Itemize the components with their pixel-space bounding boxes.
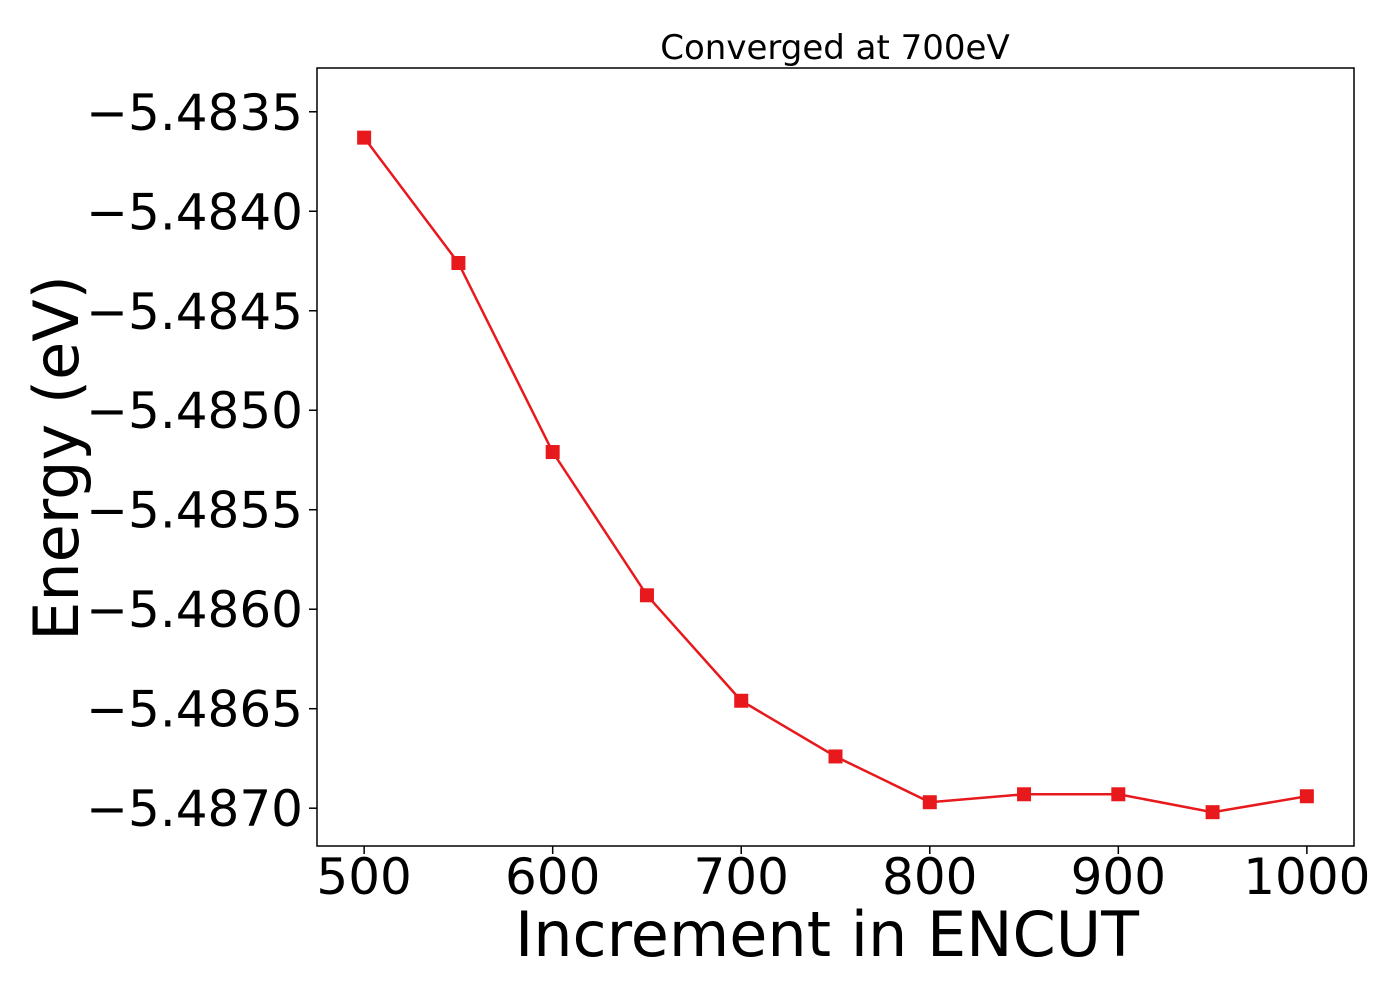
y-tick-label: −5.4835 xyxy=(86,84,303,142)
y-tick-label: −5.4845 xyxy=(86,283,303,341)
data-point xyxy=(1111,787,1126,802)
data-point xyxy=(1017,787,1032,802)
x-tick-label: 500 xyxy=(316,848,411,906)
x-tick-label: 900 xyxy=(1071,848,1166,906)
data-point xyxy=(357,130,372,145)
series-layer xyxy=(357,130,1314,820)
data-point xyxy=(545,445,560,460)
data-point xyxy=(1299,789,1314,804)
data-point xyxy=(639,588,654,603)
x-axis: 500 600 700 800 900 1000 xyxy=(316,846,1370,906)
data-point xyxy=(734,693,749,708)
data-point xyxy=(451,255,466,270)
y-tick-label: −5.4855 xyxy=(86,482,303,540)
plot-area xyxy=(316,67,1355,847)
y-tick-label: −5.4850 xyxy=(86,382,303,440)
y-axis: −5.4835 −5.4840 −5.4845 −5.4850 −5.4855 −5.48… xyxy=(86,84,317,838)
data-point xyxy=(1205,805,1220,820)
x-tick-label: 1000 xyxy=(1243,848,1370,906)
x-tick-label: 700 xyxy=(694,848,789,906)
chart-title: Converged at 700eV xyxy=(660,28,1009,68)
data-point xyxy=(922,795,937,810)
x-axis-label: Increment in ENCUT xyxy=(515,898,1140,971)
x-tick-label: 800 xyxy=(882,848,977,906)
series-line xyxy=(363,136,1308,814)
y-tick-label: −5.4865 xyxy=(86,681,303,739)
y-axis-label: Energy (eV) xyxy=(20,275,93,641)
y-tick-label: −5.4870 xyxy=(86,780,303,838)
y-tick-label: −5.4860 xyxy=(86,581,303,639)
x-tick-label: 600 xyxy=(505,848,600,906)
data-point xyxy=(828,749,843,764)
y-tick-label: −5.4840 xyxy=(86,183,303,241)
